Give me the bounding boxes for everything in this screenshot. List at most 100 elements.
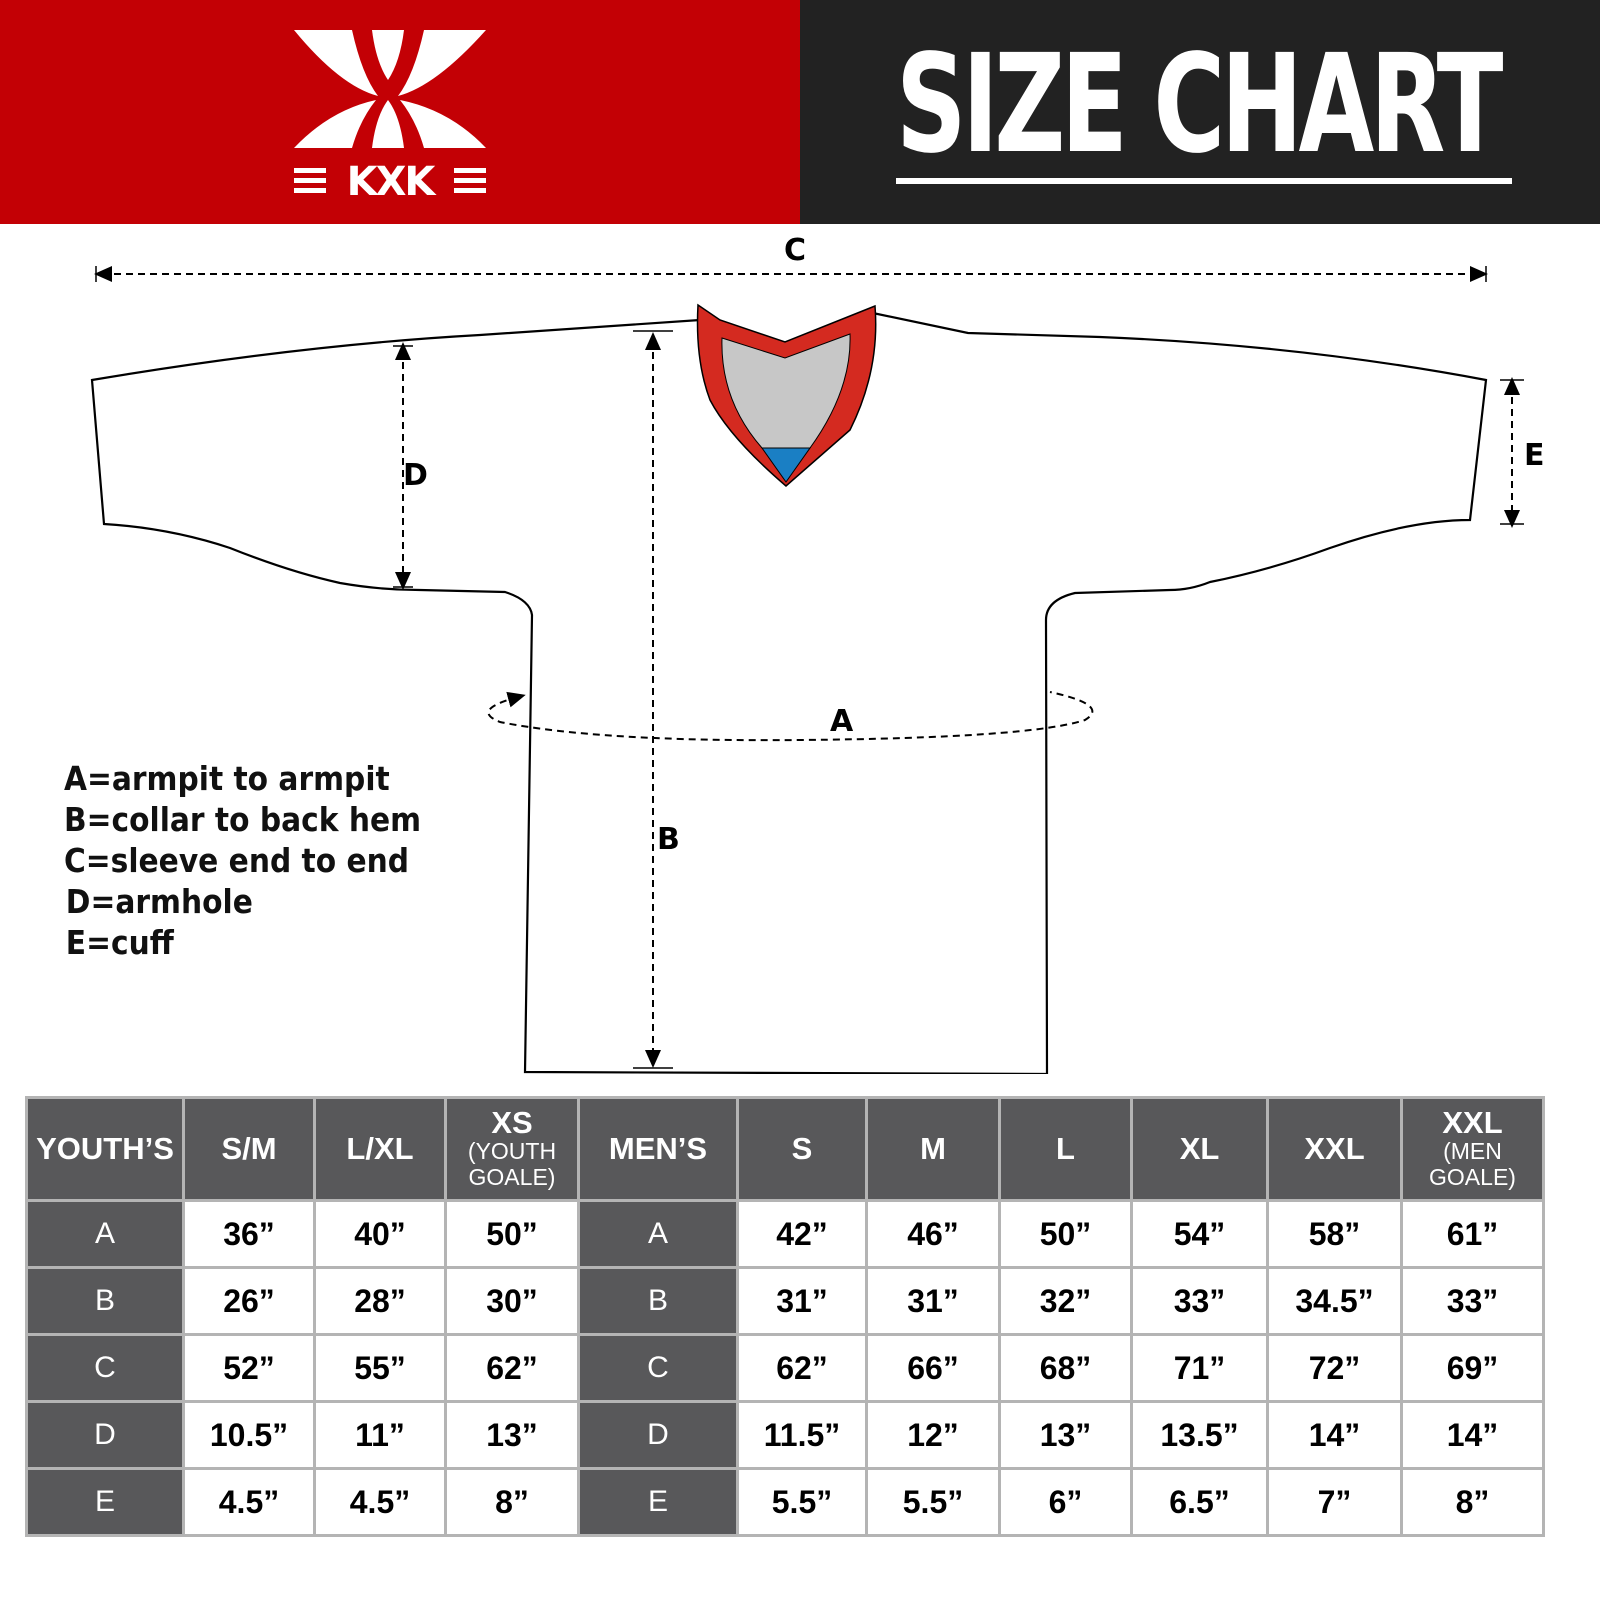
measurement-cell: 5.5” <box>736 1467 868 1537</box>
brand-panel: KXK <box>0 0 800 224</box>
column-header-label: S <box>791 1131 813 1166</box>
column-header: YOUTH’S <box>25 1096 185 1202</box>
measurement-cell: 72” <box>1266 1333 1403 1403</box>
measurement-cell: 50” <box>444 1199 580 1269</box>
measurement-cell: 8” <box>1400 1467 1545 1537</box>
svg-text:KXK: KXK <box>347 159 438 205</box>
label-e: E <box>1524 438 1545 473</box>
column-header: XL <box>1130 1096 1269 1202</box>
label-c: C <box>784 233 807 268</box>
column-header: XS (YOUTH GOALE) <box>444 1096 580 1202</box>
measurement-cell: 46” <box>865 1199 1001 1269</box>
measurement-cell: 28” <box>313 1266 447 1336</box>
column-header-label: S/M <box>221 1131 277 1166</box>
measurement-cell: 66” <box>865 1333 1001 1403</box>
label-d: D <box>403 458 428 493</box>
measurement-cell: 13” <box>444 1400 580 1470</box>
measurement-cell: 52” <box>182 1333 316 1403</box>
column-header: S/M <box>182 1096 316 1202</box>
measure-lines <box>94 266 1520 1068</box>
legend-item: A=armpit to armpit <box>64 759 390 798</box>
column-header-sublabel: (YOUTH GOALE) <box>467 1138 557 1190</box>
measurement-cell: 5.5” <box>865 1467 1001 1537</box>
measurement-cell: 26” <box>182 1266 316 1336</box>
legend-item: B=collar to back hem <box>64 800 422 839</box>
row-key-cell: A <box>577 1199 739 1269</box>
label-a: A <box>830 704 854 739</box>
row-key-cell: D <box>577 1400 739 1470</box>
legend-item: D=armhole <box>65 882 253 921</box>
measurement-cell: 11” <box>313 1400 447 1470</box>
measurement-cell: 31” <box>736 1266 868 1336</box>
measurement-legend: A=armpit to armpit B=collar to back hem … <box>64 758 421 963</box>
collar <box>696 303 877 487</box>
column-header-label: XS <box>491 1105 533 1140</box>
row-key-cell: E <box>25 1467 185 1537</box>
table-row: C 52” 55” 62” C 62” 66” 68” 71” 72” 69” <box>25 1333 1545 1403</box>
measurement-cell: 62” <box>444 1333 580 1403</box>
measurement-cell: 34.5” <box>1266 1266 1403 1336</box>
measurement-cell: 6.5” <box>1130 1467 1269 1537</box>
column-header-label: XL <box>1179 1131 1220 1166</box>
column-header-label: XXL <box>1304 1131 1365 1166</box>
row-key-cell: A <box>25 1199 185 1269</box>
jersey-outline <box>90 310 1488 1074</box>
measurement-cell: 31” <box>865 1266 1001 1336</box>
column-header: M <box>865 1096 1001 1202</box>
measurement-cell: 10.5” <box>182 1400 316 1470</box>
column-header: L/XL <box>313 1096 447 1202</box>
measurement-cell: 14” <box>1400 1400 1545 1470</box>
measurement-cell: 42” <box>736 1199 868 1269</box>
size-table: YOUTH’S S/M L/XL XS (YOUTH GOALE) MEN’S S M L XL X… <box>25 1096 1545 1537</box>
measurement-cell: 36” <box>182 1199 316 1269</box>
column-header-label: YOUTH’S <box>36 1131 174 1166</box>
table-row: B 26” 28” 30” B 31” 31” 32” 33” 34.5” 33” <box>25 1266 1545 1336</box>
measurement-cell: 58” <box>1266 1199 1403 1269</box>
measurement-cell: 8” <box>444 1467 580 1537</box>
measurement-cell: 13” <box>998 1400 1133 1470</box>
column-header: S <box>736 1096 868 1202</box>
column-header-sublabel: (MEN GOALE) <box>1429 1138 1516 1190</box>
measurement-cell: 30” <box>444 1266 580 1336</box>
measurement-cell: 6” <box>998 1467 1133 1537</box>
row-key-cell: B <box>577 1266 739 1336</box>
label-b: B <box>657 822 680 857</box>
column-header: XXL (MEN GOALE) <box>1400 1096 1545 1202</box>
page-title: SIZE CHART <box>896 26 1503 184</box>
column-header-label: L <box>1056 1131 1075 1166</box>
measurement-cell: 71” <box>1130 1333 1269 1403</box>
row-key-cell: B <box>25 1266 185 1336</box>
measurement-cell: 12” <box>865 1400 1001 1470</box>
row-key-cell: E <box>577 1467 739 1537</box>
measurement-cell: 55” <box>313 1333 447 1403</box>
column-header-label: XXL <box>1442 1105 1503 1140</box>
jersey-diagram <box>90 266 1524 1074</box>
legend-item: C=sleeve end to end <box>64 841 410 880</box>
row-key-cell: C <box>25 1333 185 1403</box>
kxk-logo: KXK <box>294 30 486 205</box>
column-header-label: L/XL <box>346 1131 414 1166</box>
table-header-row: YOUTH’S S/M L/XL XS (YOUTH GOALE) MEN’S S M L XL X… <box>25 1096 1545 1202</box>
measurement-cell: 54” <box>1130 1199 1269 1269</box>
measurement-cell: 32” <box>998 1266 1133 1336</box>
table-row: D 10.5” 11” 13” D 11.5” 12” 13” 13.5” 14” 14” <box>25 1400 1545 1470</box>
column-header: XXL <box>1266 1096 1403 1202</box>
title-underline <box>896 178 1512 184</box>
measurement-cell: 13.5” <box>1130 1400 1269 1470</box>
title-panel <box>800 0 1600 224</box>
measurement-cell: 7” <box>1266 1467 1403 1537</box>
measurement-cell: 50” <box>998 1199 1133 1269</box>
measurement-cell: 68” <box>998 1333 1133 1403</box>
table-row: E 4.5” 4.5” 8” E 5.5” 5.5” 6” 6.5” 7” 8” <box>25 1467 1545 1537</box>
row-key-cell: C <box>577 1333 739 1403</box>
column-header: MEN’S <box>577 1096 739 1202</box>
legend-item: E=cuff <box>65 923 174 962</box>
measurement-cell: 40” <box>313 1199 447 1269</box>
measurement-cell: 4.5” <box>313 1467 447 1537</box>
measurement-cell: 33” <box>1130 1266 1269 1336</box>
measurement-cell: 33” <box>1400 1266 1545 1336</box>
measurement-cell: 62” <box>736 1333 868 1403</box>
measurement-cell: 69” <box>1400 1333 1545 1403</box>
measurement-cell: 11.5” <box>736 1400 868 1470</box>
row-key-cell: D <box>25 1400 185 1470</box>
